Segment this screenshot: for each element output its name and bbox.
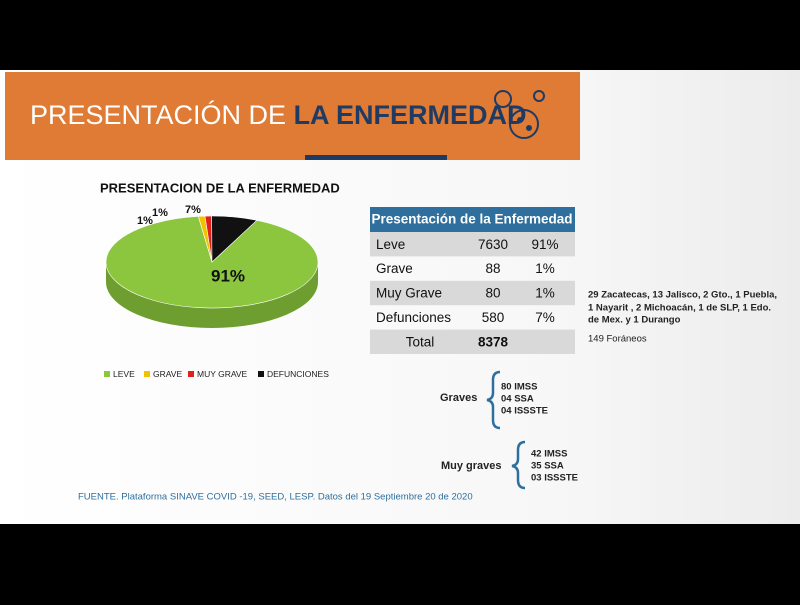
data-label: 1% — [137, 215, 153, 227]
table-cell: 7% — [535, 310, 555, 325]
chart-title: PRESENTACION DE LA ENFERMEDAD — [100, 180, 340, 195]
bracket — [511, 440, 526, 490]
header-title: PRESENTACIÓN DE LA ENFERMEDAD — [30, 99, 527, 130]
footer-source: FUENTE. Plataforma SINAVE COVID -19, SEE… — [78, 492, 473, 503]
note-foraneos: 149 Foráneos — [588, 334, 647, 345]
table-cell: 80 — [485, 286, 500, 301]
virus-icon — [494, 90, 545, 139]
table-cell: 91% — [531, 237, 558, 252]
table-header — [370, 207, 575, 232]
table-cell: 1% — [535, 286, 555, 301]
title-bold: LA ENFERMEDAD — [294, 100, 527, 130]
legend-swatch — [188, 371, 194, 377]
note-line: 29 Zacatecas, 13 Jalisco, 2 Gto., 1 Pueb… — [588, 290, 777, 301]
graves-label: Graves — [440, 392, 477, 404]
data-label: 1% — [152, 207, 168, 219]
muy-graves-item: 03 ISSSTE — [531, 473, 578, 484]
muy-graves-label: Muy graves — [441, 460, 502, 472]
table-cell: Defunciones — [376, 310, 451, 325]
graves-item: 04 SSA — [501, 394, 534, 405]
table-row-bg — [370, 329, 575, 354]
muy-graves-item: 35 SSA — [531, 461, 564, 472]
muy-graves-item: 42 IMSS — [531, 449, 567, 460]
header-band — [5, 72, 580, 160]
table-row-bg — [370, 280, 575, 306]
data-label: 91% — [211, 266, 245, 285]
table-cell: 1% — [535, 261, 555, 276]
table-cell: 88 — [485, 261, 500, 276]
table-cell: 580 — [482, 310, 505, 325]
table-cell: Leve — [376, 237, 405, 252]
pie-slice — [211, 215, 258, 263]
data-label: 7% — [185, 204, 201, 216]
table-cell: 8378 — [478, 334, 509, 349]
table-cell: Total — [406, 334, 435, 349]
legend-swatch — [104, 371, 110, 377]
legend-swatch — [144, 371, 150, 377]
table-row-bg — [370, 232, 575, 257]
table-cell: Grave — [376, 261, 413, 276]
bracket — [486, 370, 501, 430]
note-line: de Mex. y 1 Durango — [588, 315, 681, 326]
table-title: Presentación de la Enfermedad — [371, 212, 572, 227]
legend-label: GRAVE — [153, 369, 182, 379]
table-cell: 7630 — [478, 237, 508, 252]
graves-item: 04 ISSSTE — [501, 406, 548, 417]
table-cell: Muy Grave — [376, 286, 442, 301]
legend-label: LEVE — [113, 369, 135, 379]
graves-item: 80 IMSS — [501, 382, 537, 393]
legend-label: DEFUNCIONES — [267, 369, 329, 379]
note-line: 1 Nayarit , 2 Michoacán, 1 de SLP, 1 Edo… — [588, 303, 771, 314]
title-light: PRESENTACIÓN DE — [30, 99, 286, 130]
legend-swatch — [258, 371, 264, 377]
header-accent — [305, 155, 447, 160]
legend-label: MUY GRAVE — [197, 369, 248, 379]
